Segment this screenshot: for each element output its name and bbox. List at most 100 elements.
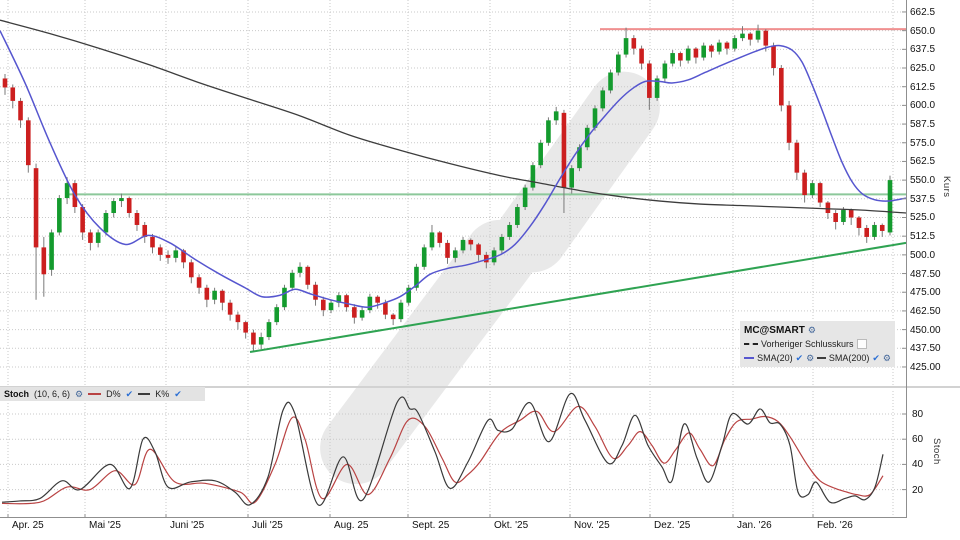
settings-icon[interactable]: ⚙: [807, 324, 816, 335]
candle-body: [561, 112, 567, 188]
price-tick-label: 537.5: [910, 193, 936, 205]
candle-body: [724, 42, 730, 49]
watermark-band: [320, 219, 536, 485]
month-tick-label: Aug. 25: [334, 520, 369, 531]
sma20-line-swatch: [744, 357, 755, 359]
candle-body: [305, 266, 311, 285]
candle-body: [553, 111, 559, 121]
prev-close-checkbox[interactable]: [856, 339, 867, 349]
candle-body: [794, 142, 800, 173]
candle-body: [352, 307, 357, 318]
candle-body: [134, 213, 140, 225]
candle-body: [80, 207, 85, 233]
candle-body: [716, 42, 722, 52]
candle-body: [282, 287, 287, 308]
candle-body: [608, 72, 613, 91]
right-axis-line: [906, 0, 907, 518]
candle-body: [142, 224, 148, 237]
candle-body: [421, 247, 427, 267]
candle-body: [383, 302, 388, 315]
prev-close-label: Vorheriger Schlusskurs: [761, 339, 854, 349]
candle-body: [181, 250, 186, 263]
sma20-line[interactable]: [0, 30, 907, 308]
candle-body: [856, 217, 862, 228]
candle-body: [375, 296, 380, 303]
candle-body: [189, 262, 194, 278]
candle-body: [833, 213, 838, 222]
price-tick-label: 587.5: [910, 119, 936, 131]
stoch-tick-label: 60: [912, 434, 924, 446]
sma20-checkbox[interactable]: ✔: [795, 352, 804, 363]
candle-body: [150, 236, 155, 248]
candle-body: [600, 90, 606, 109]
price-tick-label: 562.5: [910, 156, 936, 168]
candle-body: [452, 250, 458, 258]
candle-body: [771, 45, 776, 69]
month-tick-label: Feb. '26: [817, 520, 853, 531]
month-tick-label: Dez. '25: [654, 520, 691, 531]
candle-body: [848, 210, 854, 218]
candle-body: [251, 332, 256, 345]
candle-body: [445, 242, 450, 258]
price-tick-label: 450.00: [910, 324, 941, 336]
instrument-title: MC@SMART: [744, 324, 805, 336]
stoch-chart-canvas[interactable]: [0, 391, 907, 517]
candle-body: [786, 105, 792, 143]
month-tick-label: Nov. '25: [574, 520, 610, 531]
candle-body: [639, 48, 644, 64]
candle-body: [196, 277, 202, 288]
price-tick-label: 500.0: [910, 249, 936, 261]
sma200-checkbox[interactable]: ✔: [872, 352, 880, 363]
month-tick-label: Jan. '26: [737, 520, 772, 531]
price-tick-label: 550.0: [910, 175, 936, 187]
candle-body: [25, 120, 31, 166]
stoch-k-line[interactable]: [1, 392, 884, 506]
prev-close-line-swatch: [744, 343, 758, 345]
candle-body: [88, 232, 93, 243]
candle-body: [740, 33, 745, 39]
sma200-settings-icon[interactable]: ⚙: [882, 352, 891, 363]
sma200-line-swatch: [817, 357, 826, 359]
candle-body: [569, 168, 575, 188]
candle-body: [623, 38, 629, 55]
stoch-k-checkbox[interactable]: ✔: [174, 388, 182, 399]
candle-body: [274, 307, 280, 323]
candle-body: [289, 272, 295, 288]
candle-body: [864, 227, 870, 237]
month-tick-label: Apr. 25: [12, 520, 44, 531]
candle-body: [631, 38, 637, 49]
candle-body: [173, 250, 179, 258]
candle-body: [10, 87, 16, 101]
candle-body: [2, 78, 8, 88]
candle-body: [220, 290, 225, 303]
main-chart-canvas[interactable]: [0, 0, 907, 386]
stoch-k-swatch: [138, 393, 151, 395]
candle-body: [344, 295, 349, 308]
sma200-line[interactable]: [0, 19, 907, 214]
candle-body: [398, 302, 404, 320]
candle-body: [95, 232, 101, 243]
candle-body: [670, 53, 675, 64]
candle-body: [266, 322, 272, 338]
candle-body: [328, 302, 334, 311]
candle-body: [693, 48, 699, 58]
candle-body: [709, 45, 714, 52]
sma200-label: SMA(200): [828, 353, 870, 363]
stoch-params: (10, 6, 6): [34, 389, 71, 399]
candle-body: [437, 232, 443, 243]
sma20-settings-icon[interactable]: ⚙: [806, 352, 815, 363]
uptrend-line[interactable]: [249, 241, 907, 354]
stoch-d-swatch: [88, 393, 102, 395]
candle-body: [41, 247, 47, 275]
candle-body: [872, 224, 877, 237]
candle-body: [779, 68, 784, 106]
candle-body: [336, 295, 342, 303]
price-tick-label: 650.0: [910, 25, 936, 37]
stoch-d-line[interactable]: [1, 405, 884, 505]
candle-body: [701, 45, 706, 58]
candle-body: [879, 224, 885, 231]
stoch-d-checkbox[interactable]: ✔: [125, 388, 134, 399]
stoch-indicator-header: Stoch (10, 6, 6) ⚙ D% ✔ K% ✔: [0, 387, 205, 401]
stoch-settings-icon[interactable]: ⚙: [75, 388, 84, 399]
